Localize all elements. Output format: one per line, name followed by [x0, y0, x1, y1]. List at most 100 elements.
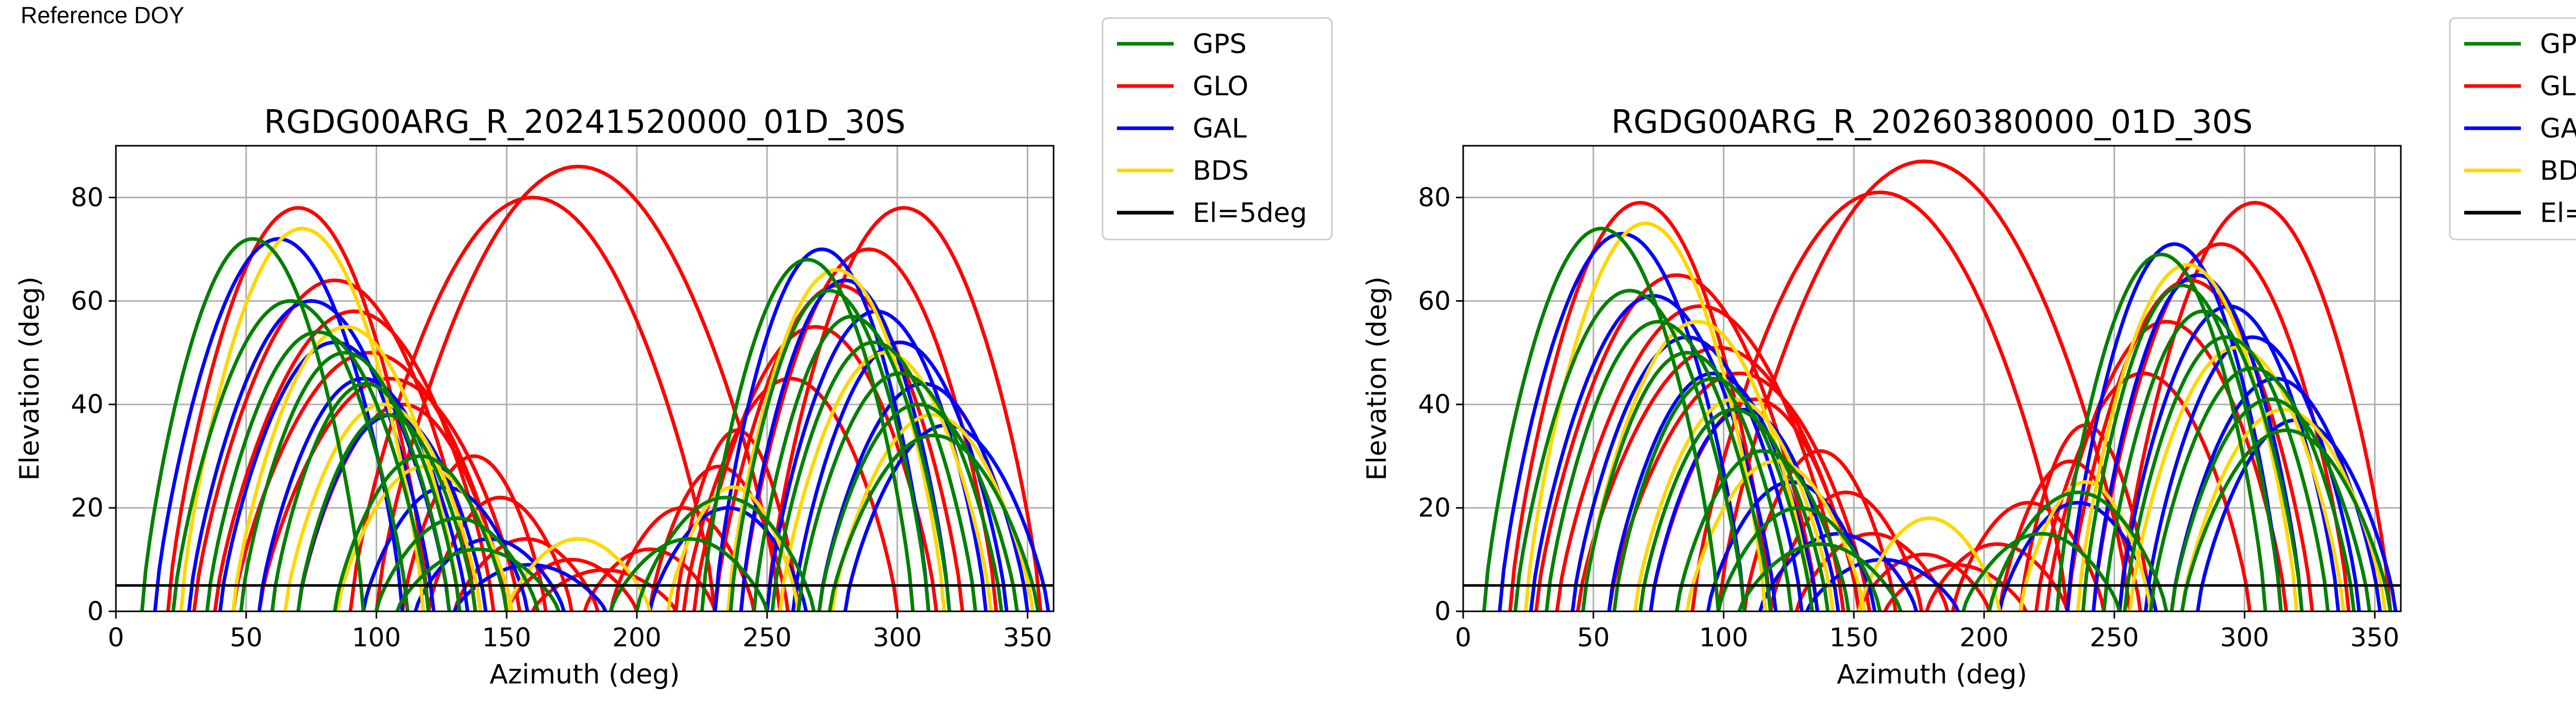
legend-label: El=5deg: [1193, 198, 1307, 229]
x-tick-label: 150: [482, 623, 531, 653]
arc-gal: [2065, 242, 2283, 611]
arc-gps: [395, 547, 561, 611]
x-tick-label: 150: [1829, 623, 1878, 653]
arc-gps: [827, 433, 1040, 611]
arc-gps: [1737, 542, 1903, 611]
x-tick-label: 50: [1577, 623, 1610, 653]
chart-title: RGDG00ARG_R_20241520000_01D_30S: [264, 103, 905, 141]
x-tick-label: 200: [1959, 623, 2008, 653]
x-tick-label: 350: [1003, 623, 1052, 653]
arc-gps: [1482, 227, 1720, 611]
legend-label: GPS: [1193, 29, 1247, 60]
legend-label: GLO: [2540, 71, 2576, 102]
arc-glo: [348, 195, 717, 611]
legend-label: El=5deg: [2540, 198, 2576, 229]
data-layer: [140, 164, 1050, 611]
legend-label: GAL: [2540, 113, 2576, 144]
arc-gal: [452, 563, 607, 611]
arc-gps: [1961, 532, 2122, 611]
y-tick-label: 0: [87, 596, 104, 626]
arc-glo: [1794, 532, 1950, 611]
corner-note: Reference DOY: [21, 2, 184, 28]
arc-glo: [257, 376, 522, 611]
arc-gps: [2149, 366, 2356, 611]
x-axis-label: Azimuth (deg): [1837, 659, 2027, 690]
arc-glo: [1690, 190, 2070, 611]
arc-gps: [700, 258, 915, 611]
arc-bds: [1857, 516, 2002, 611]
arc-gal: [1498, 232, 1747, 611]
arc-gps: [1638, 407, 1830, 611]
chart-panel-right: 0 50 100 150 200 250 300 350 0 20 40 60 80 RGDG00ARG_…: [1362, 17, 2576, 690]
arc-bds: [283, 402, 483, 611]
y-tick-label: 80: [1418, 182, 1451, 212]
arc-gal: [1997, 501, 2158, 611]
arc-gps: [205, 330, 431, 611]
plot-frame: [1462, 145, 2402, 612]
arc-glo: [583, 547, 717, 611]
arc-bds: [1581, 319, 1814, 611]
y-tick-label: 40: [71, 389, 104, 419]
legend: GPS GLO GAL BDS El=5deg: [1101, 17, 1333, 241]
arc-gps: [1716, 506, 1882, 611]
legend-label: GPS: [2540, 29, 2576, 60]
arc-gal: [2117, 304, 2341, 611]
arc-gal: [713, 247, 930, 611]
arc-gps: [752, 314, 952, 611]
arc-glo: [609, 506, 756, 611]
arc-glo: [1716, 159, 2132, 611]
y-axis-label: Elevation (deg): [14, 277, 45, 481]
arc-glo: [692, 325, 938, 611]
legend-label: BDS: [2540, 156, 2576, 186]
arc-gps: [2081, 283, 2283, 611]
arc-gps: [171, 299, 410, 611]
x-tick-label: 300: [873, 623, 922, 653]
arc-gps: [2123, 335, 2330, 611]
arc-gal: [739, 278, 952, 611]
arc-gps: [609, 537, 769, 611]
arc-bds: [830, 413, 1035, 611]
plot-frame: [115, 145, 1055, 612]
arc-glo: [231, 351, 509, 611]
arc-glo: [504, 558, 639, 611]
arc-bds: [504, 537, 652, 611]
arc-gps: [375, 516, 540, 611]
legend-label: GAL: [1193, 113, 1247, 144]
y-tick-label: 20: [1418, 493, 1451, 523]
arc-gps: [2180, 428, 2393, 611]
arc-glo: [213, 309, 496, 611]
legend-label: BDS: [1193, 156, 1249, 186]
arc-glo: [1534, 273, 1820, 611]
arc-glo: [2044, 319, 2289, 611]
arc-glo: [2091, 242, 2351, 611]
x-tick-label: 350: [2350, 623, 2399, 653]
y-tick-label: 60: [1418, 286, 1451, 316]
arc-gps: [333, 454, 509, 611]
x-tick-label: 250: [742, 623, 791, 653]
arc-glo: [375, 164, 782, 611]
arc-gps: [1581, 351, 1793, 611]
arc-gal: [2091, 273, 2304, 611]
arc-gps: [1513, 288, 1747, 611]
arc-gal: [2144, 335, 2361, 611]
chart-panel-left: 0 50 100 150 200 250 300 350 0 20 40 60 80 RGDG00ARG_…: [14, 17, 1333, 690]
y-tick-label: 60: [71, 286, 104, 316]
y-tick-label: 0: [1434, 596, 1451, 626]
data-layer: [1482, 159, 2398, 611]
y-tick-label: 80: [71, 182, 104, 212]
arc-gps: [770, 340, 977, 611]
arc-gps: [270, 382, 462, 611]
arc-gps: [1612, 376, 1814, 611]
x-tick-label: 0: [1455, 623, 1471, 653]
arc-gal: [791, 340, 1009, 611]
arc-gps: [140, 237, 365, 611]
legend-box: [1101, 17, 1333, 241]
x-tick-label: 50: [230, 623, 263, 653]
arc-glo: [765, 205, 1043, 611]
arc-glo: [739, 247, 998, 611]
series-gps: [1482, 227, 2393, 611]
arc-glo: [1607, 371, 1872, 611]
x-tick-label: 300: [2220, 623, 2269, 653]
y-tick-label: 40: [1418, 389, 1451, 419]
x-tick-label: 0: [108, 623, 124, 653]
